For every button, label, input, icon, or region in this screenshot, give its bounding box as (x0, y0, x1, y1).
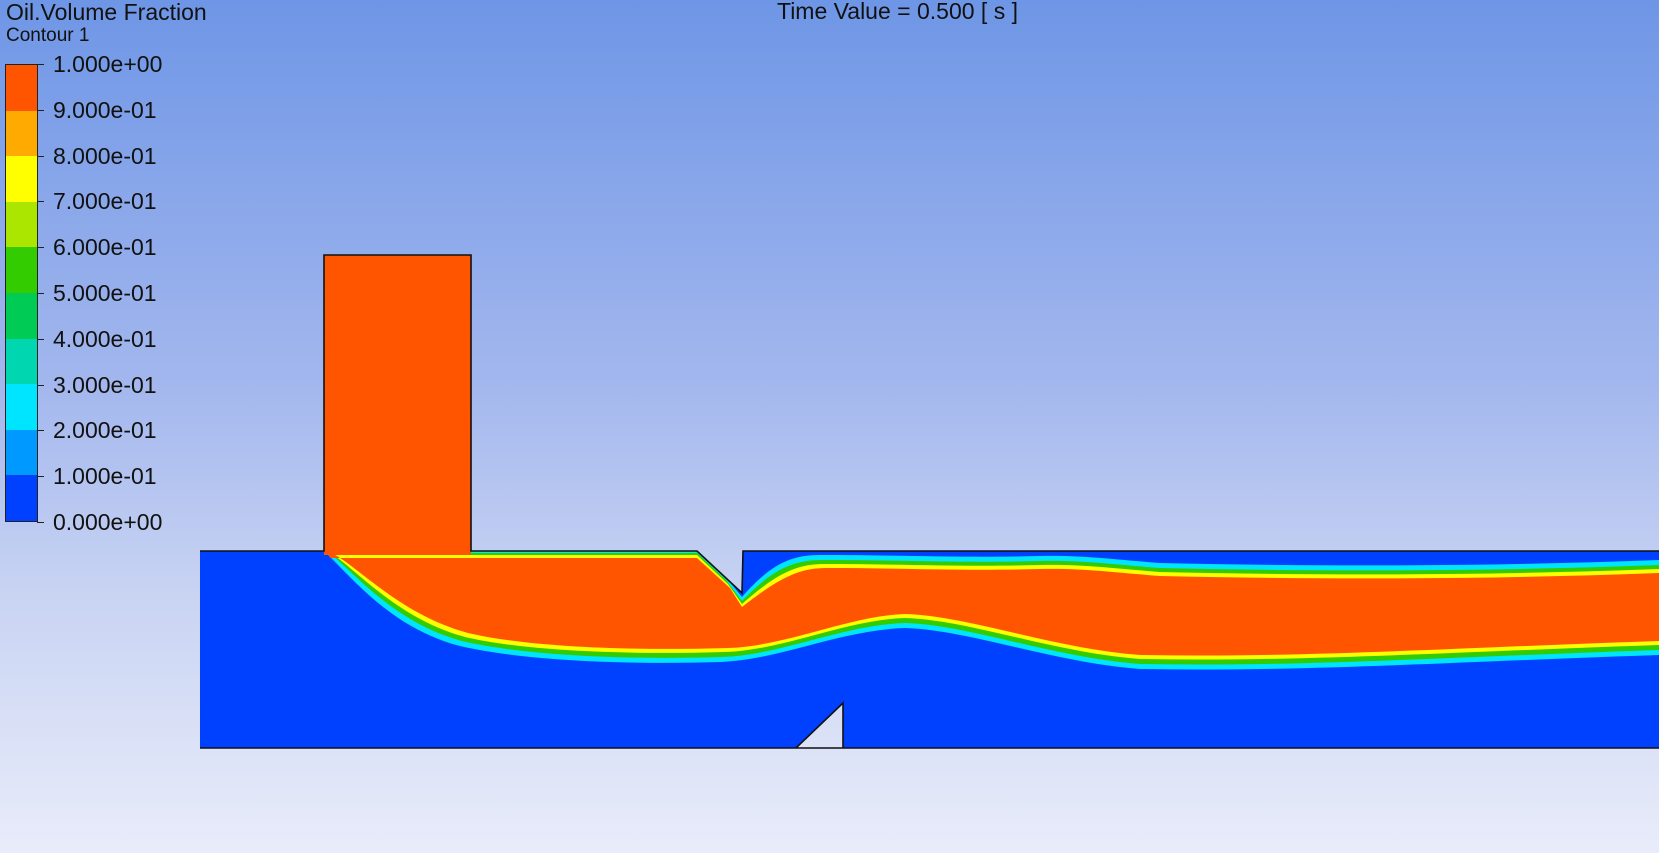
colorbar-band-5 (6, 292, 37, 339)
colorbar-tick-mark (37, 339, 44, 340)
colorbar-tick-label: 0.000e+00 (53, 509, 163, 535)
oil-inlet-column (324, 255, 471, 555)
colorbar-tick-mark (37, 64, 44, 65)
colorbar-tick-mark (37, 385, 44, 386)
colorbar-band-1 (6, 110, 37, 157)
colorbar-tick-mark (37, 110, 44, 111)
legend-contour-title: Contour 1 (6, 25, 90, 46)
colorbar-band-9 (6, 475, 37, 521)
colorbar-band-6 (6, 338, 37, 385)
colorbar-tick-mark (37, 522, 44, 523)
colorbar-band-8 (6, 429, 37, 476)
colorbar-tick-label: 8.000e-01 (53, 143, 157, 169)
colorbar-tick-label: 1.000e+00 (53, 51, 163, 77)
colorbar-tick-label: 3.000e-01 (53, 372, 157, 398)
colorbar-tick-mark (37, 247, 44, 248)
colorbar-band-0 (6, 65, 37, 111)
colorbar-tick-mark (37, 430, 44, 431)
time-value-label: Time Value = 0.500 [ s ] (777, 0, 1018, 24)
legend-variable-title: Oil.Volume Fraction (6, 0, 207, 25)
colorbar-tick-label: 7.000e-01 (53, 188, 157, 214)
colorbar-tick-label: 9.000e-01 (53, 97, 157, 123)
colorbar-band-7 (6, 384, 37, 430)
colorbar-tick-label: 2.000e-01 (53, 417, 157, 443)
colorbar-tick-mark (37, 201, 44, 202)
colorbar-band-2 (6, 156, 37, 202)
colorbar-tick-mark (37, 476, 44, 477)
colorbar-tick-label: 5.000e-01 (53, 280, 157, 306)
colorbar-tick-label: 6.000e-01 (53, 234, 157, 260)
colorbar-tick-mark (37, 293, 44, 294)
colorbar-tick-label: 4.000e-01 (53, 326, 157, 352)
colorbar-tick-label: 1.000e-01 (53, 463, 157, 489)
pipe-outline (200, 254, 1659, 749)
colorbar-band-3 (6, 201, 37, 248)
colorbar-band-4 (6, 247, 37, 293)
oil-phase-region (328, 551, 1659, 656)
colorbar-tick-mark (37, 156, 44, 157)
